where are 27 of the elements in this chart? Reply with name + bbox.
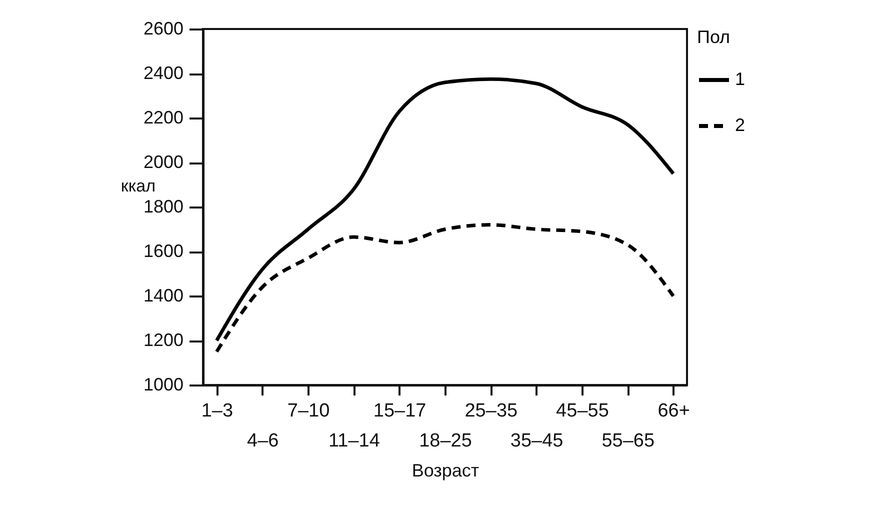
legend-label: 1 [735, 69, 746, 89]
x-tick-label: 18–25 [419, 430, 472, 452]
x-tick-label: 35–45 [510, 430, 564, 452]
y-tick-label: 1600 [143, 241, 184, 261]
line-series [214, 77, 676, 342]
x-tick-label: 1–3 [201, 400, 234, 422]
y-tick-label: 2400 [143, 63, 184, 83]
x-tick-label: 25–35 [464, 400, 518, 422]
legend-label: 2 [735, 115, 746, 135]
x-tick-label: 7–10 [287, 400, 330, 422]
x-tick-label: 11–14 [328, 430, 380, 452]
x-axis-title: Возраст [412, 460, 480, 480]
legend-title: Пол [697, 27, 730, 47]
y-tick-label: 2600 [143, 18, 184, 38]
y-tick-label: 1000 [143, 374, 184, 394]
y-tick-label: 1200 [143, 330, 184, 350]
line-series [214, 223, 676, 354]
x-tick-label: 4–6 [247, 430, 279, 452]
y-tick-label: 2000 [143, 152, 184, 172]
y-tick-label: 2200 [143, 108, 184, 128]
x-tick-label: 45–55 [556, 400, 609, 422]
x-tick-label: 15–17 [373, 400, 426, 422]
x-tick-label: 66+ [658, 400, 690, 422]
y-axis-title: ккал [120, 176, 156, 196]
x-tick-label: 55–65 [602, 430, 655, 452]
y-tick-label: 1400 [143, 286, 184, 306]
y-tick-label: 1800 [143, 196, 184, 216]
